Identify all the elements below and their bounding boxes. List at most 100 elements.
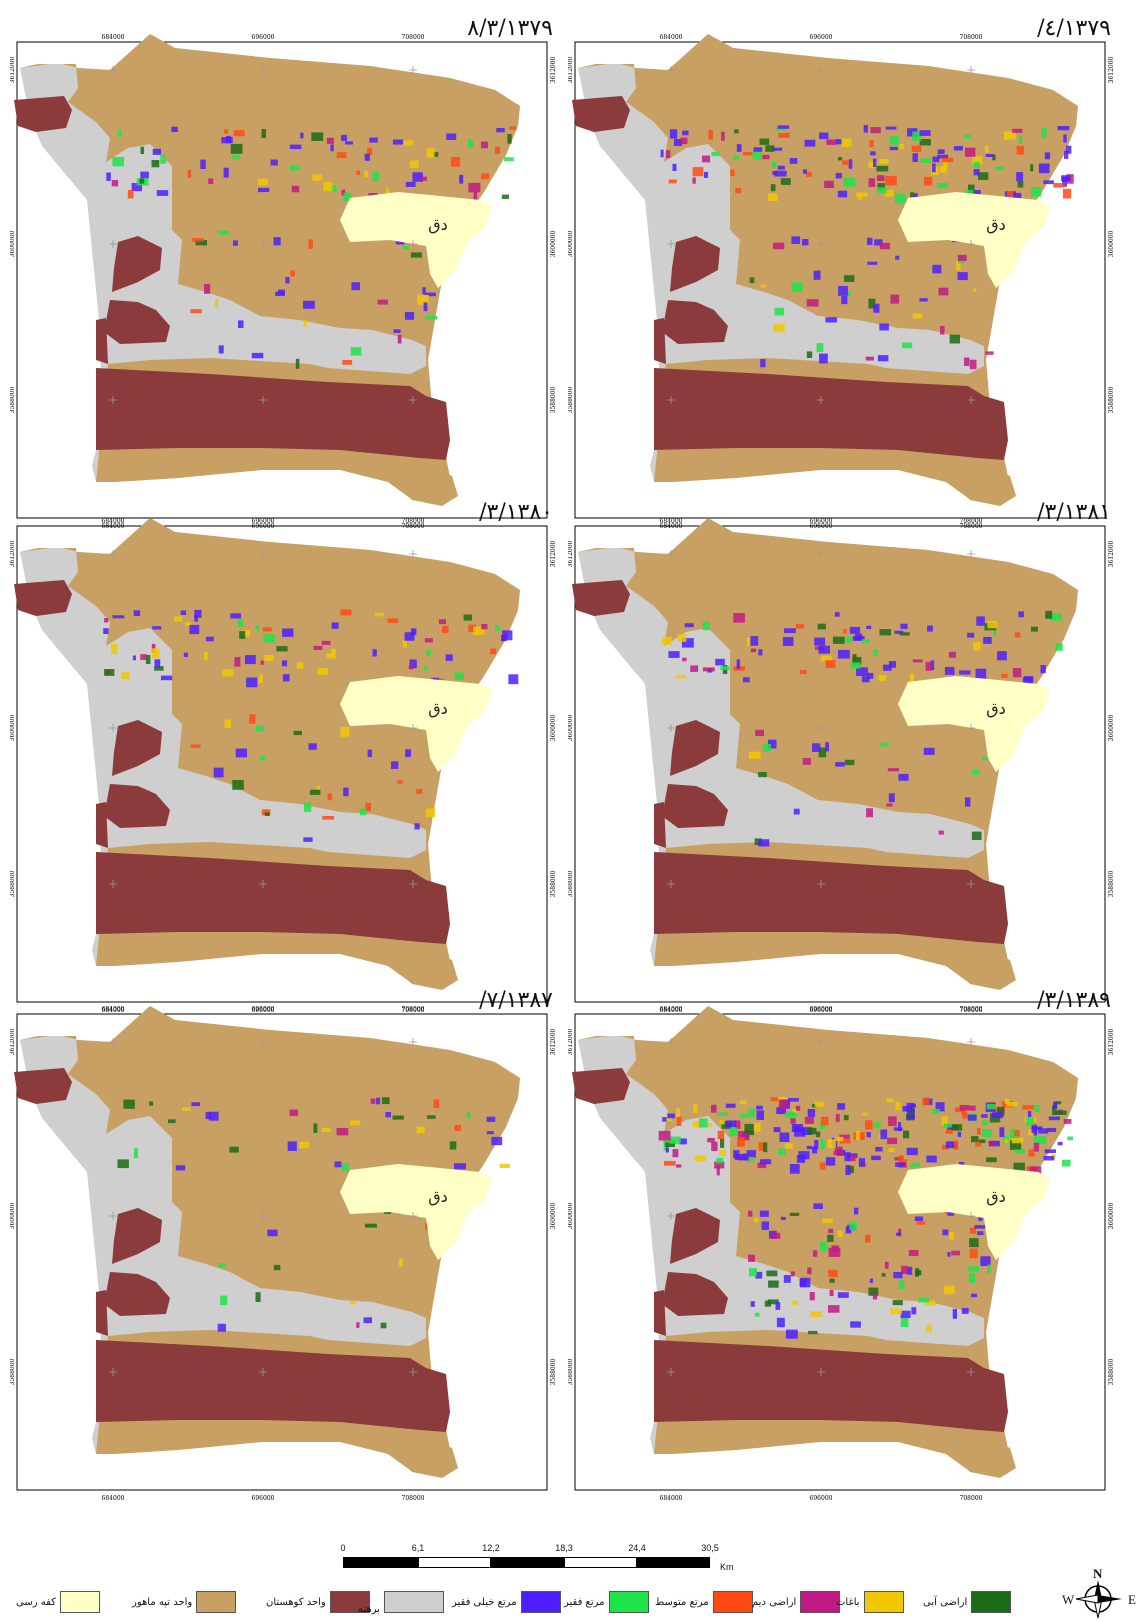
vegetation-patch	[703, 171, 709, 178]
vegetation-patch	[746, 1150, 756, 1158]
vegetation-patch	[692, 1121, 702, 1128]
vegetation-patch	[351, 282, 360, 291]
map-panel: /۷/۱۳۸۷ دق 684000 684000 696000 696000 708000 7…	[10, 988, 561, 1502]
vegetation-patch	[690, 665, 699, 672]
vegetation-patch	[967, 1266, 979, 1272]
x-tick-label: 696000	[810, 1495, 833, 1502]
vegetation-patch	[754, 1312, 760, 1317]
vegetation-patch	[843, 628, 847, 634]
vegetation-patch	[825, 1157, 836, 1166]
vegetation-patch	[716, 1165, 720, 1176]
vegetation-patch	[336, 1128, 349, 1136]
vegetation-patch	[820, 1139, 825, 1150]
map-panel: /۳/۱۳۸۰ دق 684000 684000 696000 696000 708000 7…	[10, 500, 561, 1014]
vegetation-patch	[1004, 1098, 1009, 1104]
vegetation-patch	[238, 320, 244, 328]
vegetation-patch	[330, 144, 334, 152]
vegetation-patch	[739, 1113, 750, 1118]
vegetation-patch	[912, 131, 922, 141]
vegetation-patch	[702, 667, 715, 672]
vegetation-patch	[734, 129, 739, 134]
y-tick-label: 3588000	[10, 870, 16, 897]
vegetation-patch	[837, 1230, 843, 1237]
vegetation-patch	[775, 1302, 781, 1310]
vegetation-patch	[808, 1330, 818, 1335]
vegetation-patch	[509, 126, 516, 130]
vegetation-patch	[127, 190, 134, 199]
vegetation-patch	[217, 230, 229, 235]
mountain-unit-area	[572, 96, 630, 132]
vegetation-patch	[190, 309, 202, 314]
vegetation-patch	[748, 1108, 755, 1117]
vegetation-patch	[495, 625, 501, 631]
vegetation-patch	[909, 1110, 914, 1116]
map-date-label: /۷/۱۳۸۷	[479, 988, 553, 1013]
x-tick-label: 696000	[252, 34, 275, 41]
y-tick-label: 3588000	[568, 1358, 574, 1385]
grid-cross	[259, 1212, 267, 1220]
vegetation-patch	[676, 674, 687, 679]
vegetation-patch	[872, 1293, 878, 1300]
vegetation-patch	[947, 1209, 955, 1216]
legend-item: واحد تپه ماهور	[128, 1588, 237, 1616]
vegetation-patch	[863, 125, 868, 133]
vegetation-patch	[824, 180, 834, 188]
vegetation-patch	[927, 625, 933, 632]
vegetation-patch	[767, 1299, 779, 1305]
vegetation-patch	[832, 636, 845, 644]
vegetation-patch	[334, 1161, 342, 1168]
grid-cross	[259, 550, 267, 558]
vegetation-patch	[932, 1108, 941, 1115]
land-cover-map: دق 684000 684000 696000 696000 708000 708000 36…	[10, 518, 557, 1014]
vegetation-patch	[870, 127, 881, 134]
vegetation-patch	[828, 1305, 840, 1313]
vegetation-patch	[791, 236, 801, 244]
vegetation-patch	[677, 634, 687, 642]
vegetation-patch	[208, 1111, 219, 1121]
vegetation-patch	[502, 630, 513, 641]
vegetation-patch	[789, 1212, 800, 1216]
vegetation-patch	[993, 630, 997, 637]
mountain-unit-area	[14, 580, 72, 616]
vegetation-patch	[672, 163, 677, 171]
vegetation-patch	[793, 808, 800, 815]
vegetation-patch	[776, 1317, 785, 1328]
vegetation-patch	[868, 1287, 879, 1296]
legend-label: کفه رسی	[16, 1596, 56, 1608]
x-tick-label: 684000	[102, 1495, 125, 1502]
grid-cross	[817, 1038, 825, 1046]
vegetation-patch	[748, 751, 761, 759]
grid-cross	[667, 396, 675, 404]
vegetation-patch	[230, 613, 242, 619]
vegetation-patch	[861, 639, 870, 644]
vegetation-patch	[717, 1112, 729, 1116]
vegetation-patch	[856, 192, 868, 197]
vegetation-patch	[708, 129, 713, 140]
vegetation-patch	[222, 669, 234, 677]
vegetation-patch	[829, 1289, 834, 1296]
vegetation-patch	[1038, 1128, 1049, 1134]
vegetation-patch	[369, 137, 378, 143]
vegetation-patch	[868, 161, 878, 168]
vegetation-patch	[721, 131, 725, 141]
vegetation-patch	[1062, 188, 1072, 199]
vegetation-patch	[854, 1207, 859, 1215]
y-tick-label: 3612000	[1108, 56, 1115, 83]
vegetation-patch	[959, 670, 971, 675]
vegetation-patch	[910, 1103, 916, 1108]
vegetation-patch	[919, 130, 931, 136]
vegetation-patch	[773, 242, 785, 250]
vegetation-patch	[239, 631, 246, 639]
vegetation-patch	[118, 130, 122, 138]
mountain-unit-area	[96, 802, 108, 848]
vegetation-patch	[1010, 1140, 1022, 1150]
vegetation-patch	[852, 636, 865, 641]
vegetation-patch	[880, 1129, 888, 1140]
vegetation-patch	[764, 1300, 772, 1307]
vegetation-patch	[308, 239, 313, 249]
vegetation-patch	[365, 802, 371, 812]
compass-west-label: W	[1062, 1592, 1075, 1607]
vegetation-patch	[235, 748, 247, 758]
vegetation-patch	[975, 668, 987, 679]
vegetation-patch	[888, 661, 896, 668]
